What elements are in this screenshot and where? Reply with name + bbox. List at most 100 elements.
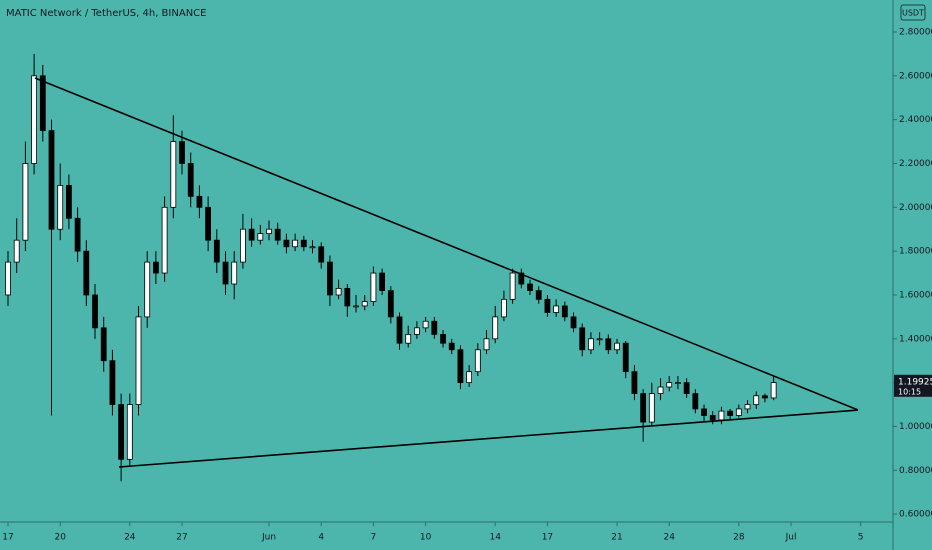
candle-body [31, 75, 38, 164]
candle-body [509, 272, 516, 300]
x-tick-label: 27 [176, 533, 187, 543]
y-tick-label: 2.00000 [899, 203, 932, 213]
candle-body [144, 261, 151, 318]
candle-body [83, 250, 90, 296]
candle-body [448, 342, 455, 351]
candle-body [466, 371, 473, 384]
candle-body [527, 283, 533, 291]
last-price-label: 1.19925 [898, 377, 932, 387]
candle-body [22, 163, 29, 241]
x-tick-label: Jun [261, 533, 276, 543]
candle-body [701, 408, 707, 416]
x-tick-label: 5 [858, 533, 864, 543]
candle-body [414, 327, 420, 335]
candle-body [13, 239, 20, 263]
candle-body [283, 239, 290, 248]
x-tick-label: 7 [371, 533, 377, 543]
candle-body [753, 395, 760, 405]
currency-label: USDT [902, 9, 924, 18]
candle-body [770, 382, 777, 399]
last-price-box [894, 374, 932, 397]
candle-body [605, 338, 612, 351]
candle-body [570, 316, 577, 329]
candle-body [518, 272, 525, 285]
candle-body [135, 316, 142, 405]
candle-body [544, 298, 551, 313]
candle-body [640, 393, 647, 423]
candle-body [309, 246, 316, 249]
countdown-label: 10:15 [898, 387, 921, 396]
x-tick-label: 17 [542, 533, 553, 543]
candle-body [118, 404, 125, 460]
candle-body [5, 261, 11, 296]
x-tick-label: 21 [611, 533, 622, 543]
y-tick-label: 2.20000 [899, 159, 932, 169]
candle-body [422, 320, 429, 329]
candle-body [335, 287, 342, 296]
candle-body [274, 228, 281, 241]
candle-body [300, 239, 307, 248]
x-tick-label: 28 [733, 533, 745, 543]
candle-body [492, 316, 499, 340]
candle-body [161, 206, 168, 274]
candle-body [431, 320, 438, 335]
candle-body [240, 228, 246, 263]
candle-body [762, 395, 768, 399]
candle-body [735, 408, 742, 416]
candle-body [231, 261, 238, 285]
candle-body [187, 163, 194, 197]
candle-body [196, 195, 203, 208]
candle-body [48, 130, 55, 230]
candle-body [179, 141, 185, 164]
candle-body [379, 272, 386, 291]
candle-body [483, 338, 490, 351]
candle-body [596, 338, 603, 341]
candle-body [675, 382, 681, 385]
x-tick-label: 24 [664, 533, 676, 543]
candle-body [718, 410, 725, 421]
x-tick-label: 20 [54, 533, 66, 543]
currency-box[interactable] [900, 4, 926, 21]
candle-body [614, 342, 620, 351]
candle-body [213, 239, 220, 263]
candle-body [205, 206, 212, 241]
candle-body [353, 305, 359, 308]
candle-body [457, 349, 464, 384]
x-tick-label: 10 [420, 533, 432, 543]
candle-body [535, 290, 542, 300]
x-tick-label: 24 [124, 533, 136, 543]
candle-body [683, 382, 690, 394]
candle-body [257, 233, 264, 241]
candle-body [474, 349, 481, 373]
candle-body [109, 360, 116, 405]
candle-body [222, 261, 229, 285]
candle-body [622, 342, 629, 373]
candle-body [153, 261, 159, 274]
chart-title: MATIC Network / TetherUS, 4h, BINANCE [6, 8, 206, 19]
candle-body [657, 386, 664, 394]
candle-body [387, 290, 394, 318]
candle-body [100, 327, 107, 362]
candle-body [39, 75, 46, 132]
candle-body [248, 228, 255, 241]
candle-body [579, 327, 586, 351]
candle-body [440, 334, 446, 344]
candle-body [344, 287, 351, 307]
candle-body [501, 298, 507, 318]
candle-body [92, 294, 98, 329]
trendline [118, 409, 859, 468]
y-tick-label: 1.80000 [899, 247, 932, 257]
x-tick-label: 17 [2, 533, 13, 543]
candle-body [396, 316, 403, 344]
candle-body [405, 334, 412, 344]
y-tick-label: 0.80000 [899, 466, 932, 476]
candle-body [561, 305, 568, 318]
candle-body [709, 415, 716, 421]
candle-body [361, 301, 368, 307]
candle-body [692, 393, 699, 410]
candle-body [327, 261, 333, 296]
